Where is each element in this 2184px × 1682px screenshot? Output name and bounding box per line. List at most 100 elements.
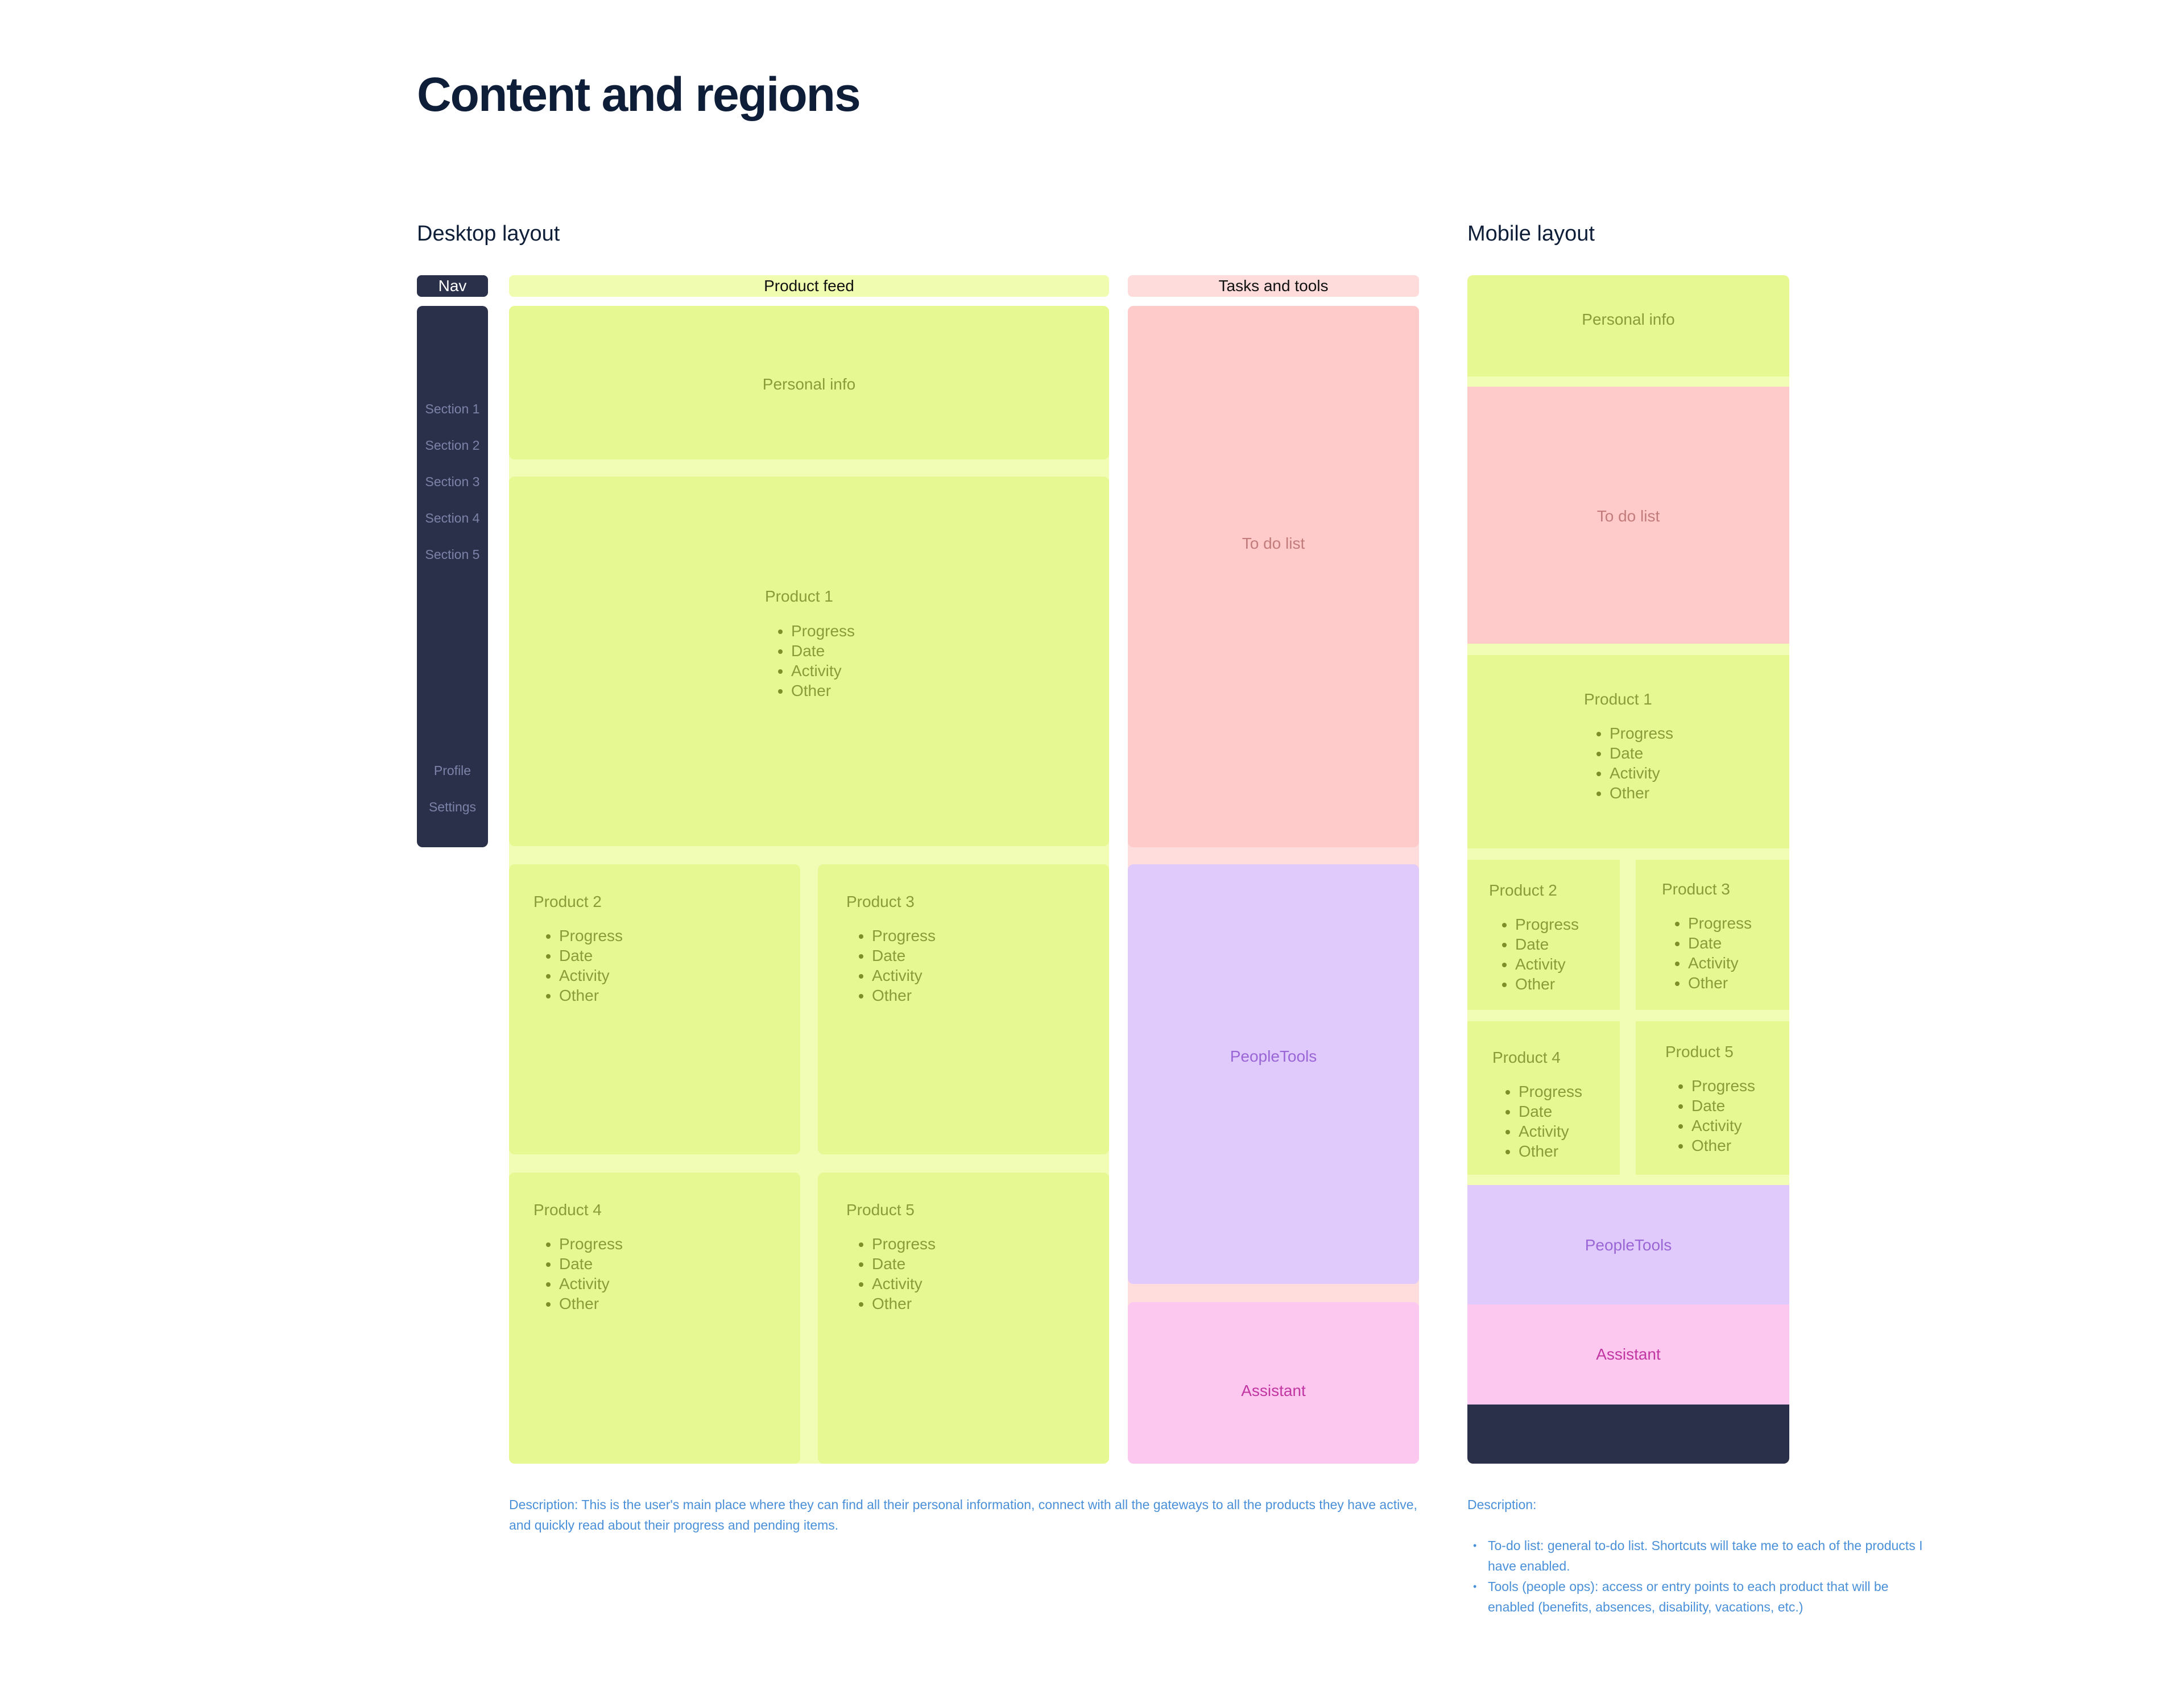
list-item: Activity: [1515, 954, 1579, 974]
list-item: Progress: [1515, 914, 1579, 934]
personal-info-label: Personal info: [1582, 310, 1675, 328]
product-label: Product 2: [533, 893, 602, 910]
mobile-frame: Personal info To do list Product 1 Progr…: [1467, 275, 1789, 1464]
todo-list-label: To do list: [1242, 535, 1305, 552]
list-item: Other: [1688, 973, 1752, 993]
product-1-region: Product 1 Progress Date Activity Other: [509, 477, 1109, 846]
product-feed-column: Personal info Product 1 Progress Date Ac…: [509, 306, 1109, 1464]
list-item: Progress: [1519, 1082, 1582, 1101]
desktop-layout-heading: Desktop layout: [417, 222, 560, 246]
mobile-product-2-region: Product 2 Progress Date Activity Other: [1467, 860, 1620, 1010]
product-details-list: Progress Date Activity Other: [1503, 1082, 1582, 1161]
list-item: Date: [1688, 933, 1752, 953]
page-title: Content and regions: [417, 68, 861, 121]
tasks-tools-header: Tasks and tools: [1128, 275, 1419, 297]
nav-settings[interactable]: Settings: [428, 799, 477, 814]
mobile-description-list: To-do list: general to-do list. Shortcut…: [1467, 1535, 1934, 1617]
todo-list-region: To do list: [1128, 306, 1419, 847]
list-item: Activity: [559, 1274, 623, 1294]
personal-info-label: Personal info: [762, 375, 856, 393]
nav-section-5[interactable]: Section 5: [425, 547, 480, 562]
personal-info-region: Personal info: [509, 306, 1109, 459]
product-label: Product 2: [1489, 881, 1557, 899]
nav-section-1[interactable]: Section 1: [425, 401, 480, 416]
list-item: Activity: [1688, 953, 1752, 973]
list-item: Date: [791, 641, 855, 661]
list-item: Progress: [1691, 1076, 1755, 1096]
peopletools-label: PeopleTools: [1585, 1236, 1672, 1254]
list-item: Progress: [872, 1234, 936, 1254]
mobile-product-3-region: Product 3 Progress Date Activity Other: [1636, 860, 1789, 1010]
product-details-list: Progress Date Activity Other: [1594, 723, 1673, 803]
product-details-list: Progress Date Activity Other: [543, 1234, 623, 1314]
list-item: Activity: [872, 966, 936, 985]
desktop-nav: Section 1 Section 2 Section 3 Section 4 …: [417, 306, 488, 847]
list-item: Progress: [559, 1234, 623, 1254]
mobile-assistant-region: Assistant: [1467, 1304, 1789, 1405]
mobile-bottom-nav[interactable]: [1467, 1405, 1789, 1464]
mobile-peopletools-region: PeopleTools: [1467, 1185, 1789, 1304]
product-label: Product 5: [1665, 1043, 1734, 1060]
mobile-product-1-region: Product 1 Progress Date Activity Other: [1467, 655, 1789, 848]
product-2-region: Product 2 Progress Date Activity Other: [509, 864, 800, 1154]
nav-header: Nav: [417, 275, 488, 297]
desktop-description: Description: This is the user's main pla…: [509, 1497, 1417, 1532]
mobile-product-5-region: Product 5 Progress Date Activity Other: [1636, 1021, 1789, 1175]
product-feed-header: Product feed: [509, 275, 1109, 297]
product-details-list: Progress Date Activity Other: [1676, 1076, 1755, 1155]
product-label: Product 5: [846, 1201, 915, 1219]
tasks-tools-column: To do list PeopleTools Assistant: [1128, 306, 1419, 1464]
list-item: Other: [559, 985, 623, 1005]
list-item: Other: [872, 985, 936, 1005]
list-item: Other: [559, 1294, 623, 1314]
list-item: Progress: [872, 926, 936, 946]
product-4-region: Product 4 Progress Date Activity Other: [509, 1173, 800, 1464]
list-item: Progress: [559, 926, 623, 946]
list-item: Progress: [1688, 913, 1752, 933]
list-item: Activity: [1610, 763, 1673, 783]
product-label: Product 4: [533, 1201, 602, 1219]
peopletools-region: PeopleTools: [1128, 864, 1419, 1284]
list-item: Date: [1515, 934, 1579, 954]
nav-section-4[interactable]: Section 4: [425, 511, 480, 525]
peopletools-label: PeopleTools: [1230, 1047, 1317, 1065]
list-item: Other: [1519, 1141, 1582, 1161]
list-item: Other: [1691, 1136, 1755, 1155]
list-item: Activity: [1691, 1116, 1755, 1136]
nav-profile[interactable]: Profile: [433, 763, 471, 778]
product-label: Product 3: [846, 893, 915, 910]
mobile-todo-list-region: To do list: [1467, 387, 1789, 644]
mobile-product-4-region: Product 4 Progress Date Activity Other: [1467, 1021, 1620, 1175]
nav-section-3[interactable]: Section 3: [425, 474, 480, 489]
list-item: Date: [872, 946, 936, 966]
list-item: Activity: [872, 1274, 936, 1294]
assistant-label: Assistant: [1596, 1345, 1661, 1363]
product-details-list: Progress Date Activity Other: [856, 1234, 936, 1314]
product-details-list: Progress Date Activity Other: [1672, 913, 1752, 993]
list-item: Tools (people ops): access or entry poin…: [1473, 1576, 1934, 1617]
product-details-list: Progress Date Activity Other: [1499, 914, 1579, 994]
todo-list-label: To do list: [1596, 507, 1660, 525]
product-details-list: Progress Date Activity Other: [775, 621, 855, 701]
list-item: To-do list: general to-do list. Shortcut…: [1473, 1535, 1934, 1576]
list-item: Other: [1610, 783, 1673, 803]
list-item: Activity: [791, 661, 855, 681]
list-item: Date: [559, 946, 623, 966]
list-item: Date: [1519, 1101, 1582, 1121]
product-label: Product 4: [1492, 1049, 1561, 1066]
product-label: Product 1: [1584, 690, 1652, 708]
mobile-personal-info-region: Personal info: [1467, 275, 1789, 376]
list-item: Date: [559, 1254, 623, 1274]
list-item: Other: [872, 1294, 936, 1314]
list-item: Activity: [559, 966, 623, 985]
product-5-region: Product 5 Progress Date Activity Other: [818, 1173, 1109, 1464]
list-item: Progress: [791, 621, 855, 641]
assistant-label: Assistant: [1241, 1382, 1306, 1399]
product-details-list: Progress Date Activity Other: [543, 926, 623, 1005]
nav-section-2[interactable]: Section 2: [425, 438, 480, 453]
list-item: Other: [791, 681, 855, 701]
mobile-description: Description: To-do list: general to-do l…: [1467, 1494, 1934, 1617]
list-item: Other: [1515, 974, 1579, 994]
product-label: Product 1: [765, 587, 833, 605]
product-details-list: Progress Date Activity Other: [856, 926, 936, 1005]
